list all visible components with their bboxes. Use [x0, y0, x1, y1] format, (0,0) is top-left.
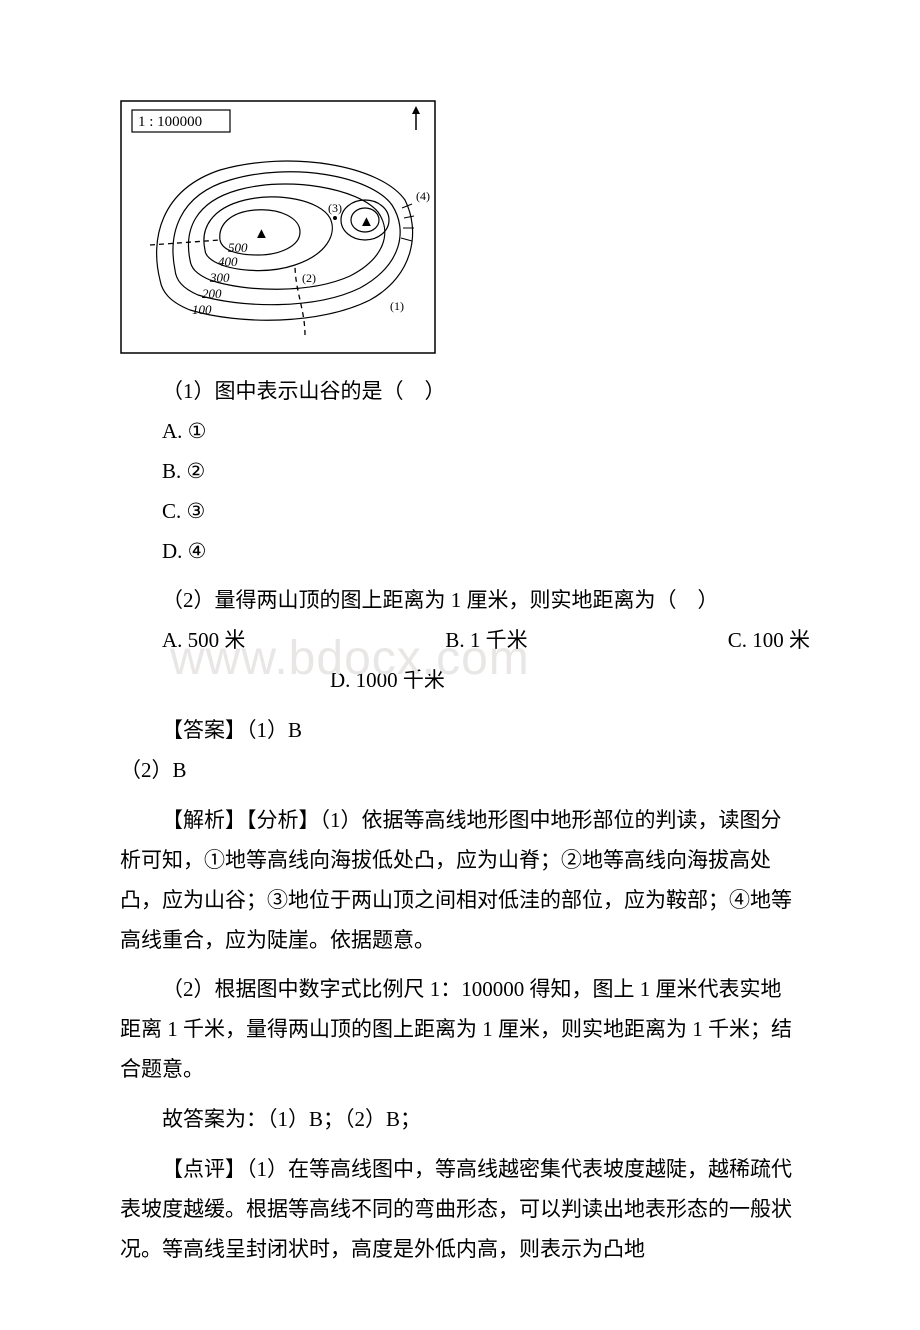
q1-prompt: （1）图中表示山谷的是（ ）	[120, 372, 800, 412]
q2-option-a: A. 500 米	[162, 628, 245, 652]
conclusion-text: （1）B；（2）B；	[267, 1107, 421, 1131]
svg-text:200: 200	[202, 286, 222, 301]
q1-option-d: D. ④	[120, 532, 800, 572]
svg-text:(2): (2)	[302, 271, 316, 285]
svg-text:300: 300	[209, 270, 230, 285]
analysis-p1: 【解析】【分析】（1）依据等高线地形图中地形部位的判读，读图分析可知，①地等高线…	[120, 801, 800, 961]
svg-text:500: 500	[228, 240, 248, 255]
q2-options-row: A. 500 米B. 1 千米C. 100 米	[120, 621, 800, 661]
svg-text:400: 400	[218, 254, 238, 269]
svg-text:▲: ▲	[359, 214, 374, 230]
svg-text:(4): (4)	[416, 189, 430, 203]
analysis-label: 【解析】【分析】	[162, 808, 320, 832]
q1-option-c: C. ③	[120, 492, 800, 532]
svg-text:(1): (1)	[390, 299, 404, 313]
svg-text:100: 100	[192, 302, 212, 317]
q2-option-b: B. 1 千米	[445, 628, 527, 652]
q2-option-d: D. 1000 千米	[120, 661, 800, 701]
review-label: 【点评】	[162, 1157, 246, 1181]
review-paragraph: 【点评】（1）在等高线图中，等高线越密集代表坡度越陡，越稀疏代表坡度越缓。根据等…	[120, 1150, 800, 1270]
q2-option-c: C. 100 米	[728, 628, 810, 652]
svg-text:▲: ▲	[254, 226, 269, 242]
analysis-p2: （2）根据图中数字式比例尺 1：100000 得知，图上 1 厘米代表实地距离 …	[120, 970, 800, 1090]
q2-prompt: （2）量得两山顶的图上距离为 1 厘米，则实地距离为（ ）	[120, 581, 800, 621]
svg-text:(3): (3)	[328, 201, 342, 215]
answer-line-1: 【答案】（1）B	[120, 711, 800, 751]
answer-label: 【答案】	[162, 718, 246, 742]
q1-option-a: A. ①	[120, 412, 800, 452]
contour-map-figure: 1 : 100000 ▲ ▲	[120, 100, 800, 354]
q1-option-b: B. ②	[120, 452, 800, 492]
answer-line-2: （2）B	[120, 751, 800, 791]
scale-label: 1 : 100000	[138, 114, 202, 130]
conclusion: 故答案为：（1）B；（2）B；	[120, 1100, 800, 1140]
conclusion-label: 故答案为：	[162, 1107, 267, 1131]
answer-1: （1）B	[246, 718, 302, 742]
